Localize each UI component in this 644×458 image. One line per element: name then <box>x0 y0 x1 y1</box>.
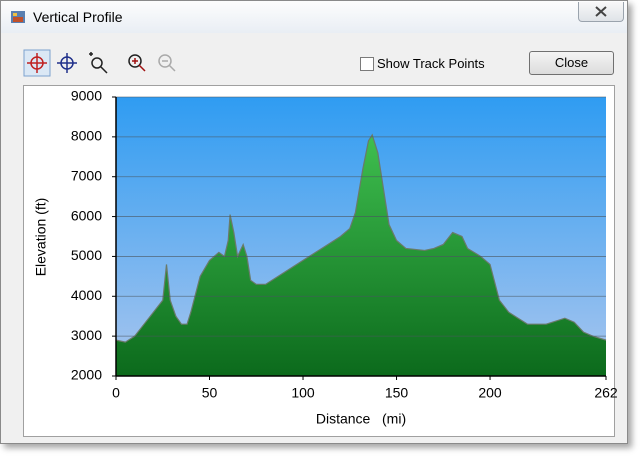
zoom-in-tool[interactable] <box>128 54 146 72</box>
title-bar: Vertical Profile <box>1 1 627 33</box>
x-axis-label: Distance (mi) <box>316 411 406 427</box>
close-button[interactable]: Close <box>529 51 614 75</box>
crosshair-tool[interactable] <box>27 53 47 73</box>
toolbar <box>23 49 176 77</box>
crosshair-tool-2[interactable] <box>57 53 77 73</box>
y-tick-label: 8000 <box>71 128 102 144</box>
checkbox[interactable] <box>360 57 374 71</box>
x-tick-label: 50 <box>202 385 218 401</box>
y-tick-label: 9000 <box>71 88 102 104</box>
area-outline <box>115 133 607 343</box>
y-tick-label: 2000 <box>71 367 102 383</box>
area-fill <box>116 134 606 376</box>
y-tick-label: 3000 <box>71 327 102 343</box>
zoom-out-tool[interactable] <box>158 54 176 72</box>
app-icon <box>11 11 25 23</box>
x-tick-label: 0 <box>112 385 120 401</box>
y-tick-label: 5000 <box>71 247 102 263</box>
y-tick-label: 4000 <box>71 287 102 303</box>
window-title: Vertical Profile <box>33 9 123 25</box>
x-tick-label: 150 <box>385 385 409 401</box>
y-tick-label: 6000 <box>71 207 102 223</box>
y-tick-label: 7000 <box>71 167 102 183</box>
x-tick-label: 200 <box>478 385 502 401</box>
x-tick-label: 100 <box>291 385 315 401</box>
x-tick-label: 262 <box>594 385 618 401</box>
window-close[interactable] <box>578 2 624 22</box>
checkbox-label[interactable]: Show Track Points <box>377 56 485 71</box>
zoom-box-tool[interactable] <box>89 52 108 74</box>
y-axis-label: Elevation (ft) <box>33 198 49 277</box>
